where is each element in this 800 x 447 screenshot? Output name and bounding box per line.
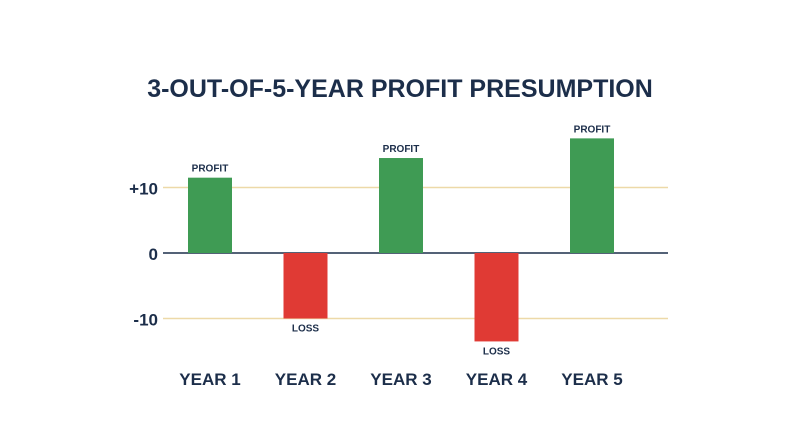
- y-axis-ticks: +10 0 -10: [129, 180, 158, 330]
- bars: [188, 138, 614, 342]
- y-tick-label: 0: [149, 245, 158, 264]
- bar-label: LOSS: [483, 346, 511, 357]
- bar-year-1: [188, 177, 232, 253]
- bar-year-2: [283, 253, 328, 319]
- x-tick-label: YEAR 1: [179, 370, 240, 389]
- bar-label: PROFIT: [383, 144, 420, 155]
- x-axis-ticks: YEAR 1 YEAR 2 YEAR 3 YEAR 4 YEAR 5: [179, 370, 622, 389]
- chart-title: 3-OUT-OF-5-YEAR PROFIT PRESUMPTION: [147, 75, 653, 103]
- y-tick-label: +10: [129, 180, 158, 199]
- x-tick-label: YEAR 4: [466, 370, 528, 389]
- bar-year-3: [379, 158, 423, 253]
- bar-labels: PROFIT LOSS PROFIT LOSS PROFIT: [192, 124, 611, 357]
- y-tick-label: -10: [133, 311, 158, 330]
- bar-label: PROFIT: [574, 124, 611, 135]
- bar-label: PROFIT: [192, 164, 229, 175]
- x-tick-label: YEAR 2: [275, 370, 336, 389]
- bar-label: LOSS: [292, 324, 320, 335]
- x-tick-label: YEAR 5: [561, 370, 622, 389]
- bar-year-5: [570, 138, 614, 253]
- bar-year-4: [474, 253, 519, 342]
- x-tick-label: YEAR 3: [370, 370, 431, 389]
